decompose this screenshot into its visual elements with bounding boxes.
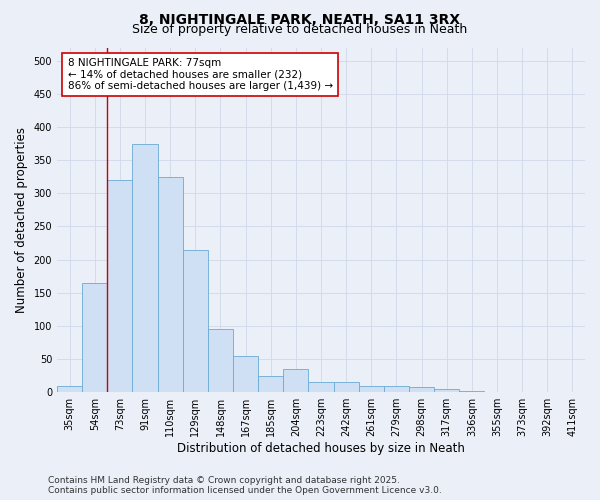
Bar [258, 376, 283, 392]
Text: Size of property relative to detached houses in Neath: Size of property relative to detached ho… [133, 22, 467, 36]
Bar [384, 386, 409, 392]
Text: Contains HM Land Registry data © Crown copyright and database right 2025.
Contai: Contains HM Land Registry data © Crown c… [48, 476, 442, 495]
Bar [308, 382, 334, 392]
Bar [434, 389, 459, 392]
Bar [283, 369, 308, 392]
Bar [82, 283, 107, 392]
Bar [334, 382, 359, 392]
Bar [409, 387, 434, 392]
Y-axis label: Number of detached properties: Number of detached properties [15, 127, 28, 313]
Bar [133, 144, 158, 392]
Text: 8 NIGHTINGALE PARK: 77sqm
← 14% of detached houses are smaller (232)
86% of semi: 8 NIGHTINGALE PARK: 77sqm ← 14% of detac… [68, 58, 333, 91]
Bar [208, 329, 233, 392]
Bar [57, 386, 82, 392]
Text: 8, NIGHTINGALE PARK, NEATH, SA11 3RX: 8, NIGHTINGALE PARK, NEATH, SA11 3RX [139, 12, 461, 26]
Bar [233, 356, 258, 392]
X-axis label: Distribution of detached houses by size in Neath: Distribution of detached houses by size … [177, 442, 465, 455]
Bar [459, 391, 484, 392]
Bar [183, 250, 208, 392]
Bar [158, 177, 183, 392]
Bar [359, 386, 384, 392]
Bar [107, 180, 133, 392]
